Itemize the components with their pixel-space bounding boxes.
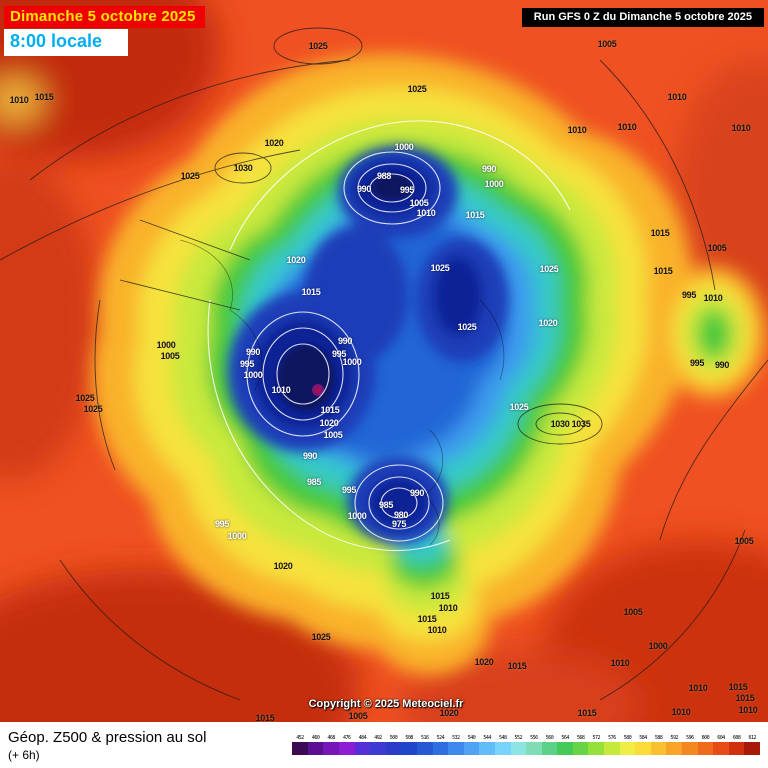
height-contours-black: [0, 27, 768, 701]
map-image[interactable]: [0, 0, 768, 722]
legend-cell: 584: [635, 735, 651, 755]
legend-cell: 508: [401, 735, 417, 755]
legend-cell: 476: [338, 735, 355, 755]
legend-cell: 596: [682, 735, 698, 755]
date-banner: Dimanche 5 octobre 2025: [4, 6, 205, 28]
legend-cell: 608: [728, 735, 745, 755]
legend-cell: 604: [713, 735, 729, 755]
legend-cell: 612: [744, 735, 760, 755]
legend-cell: 500: [385, 735, 402, 755]
legend-cell: 600: [697, 735, 714, 755]
warm-anomaly-shading: [0, 0, 768, 722]
coastline-lines: [179, 239, 505, 546]
legend-cell: 592: [666, 735, 683, 755]
model-run-text: Run GFS 0 Z du Dimanche 5 octobre 2025: [533, 11, 752, 23]
legend-cell: 460: [307, 735, 324, 755]
local-time-text: 8:00 locale: [10, 31, 103, 51]
footer-bar: Géop. Z500 & pression au sol (+ 6h) 452 4…: [0, 722, 768, 768]
legend-cell: 568: [572, 735, 589, 755]
map-title: Géop. Z500 & pression au sol: [8, 728, 207, 746]
legend-cell: 452: [292, 735, 308, 755]
legend-cell: 572: [588, 735, 605, 755]
legend-cell: 544: [479, 735, 495, 755]
legend-cell: 556: [526, 735, 542, 755]
legend-cell: 484: [354, 735, 371, 755]
legend-cell: 524: [432, 735, 449, 755]
legend-cell: 548: [494, 735, 511, 755]
legend-cell: 552: [510, 735, 527, 755]
legend-cell: 492: [370, 735, 386, 755]
legend-cell: 564: [557, 735, 573, 755]
legend-cell: 560: [541, 735, 558, 755]
legend-cell: 468: [323, 735, 339, 755]
legend-cell: 540: [463, 735, 480, 755]
model-run-banner: Run GFS 0 Z du Dimanche 5 octobre 2025: [521, 8, 764, 27]
local-time-banner: 8:00 locale: [4, 29, 129, 56]
isobar-contours-white: [207, 120, 571, 551]
copyright-text: Copyright © 2025 Meteociel.fr: [308, 698, 464, 710]
legend-cell: 576: [604, 735, 620, 755]
legend-cell: 532: [448, 735, 464, 755]
legend-cell: 516: [416, 735, 433, 755]
legend-scale: 452 460 468 476 484 492 500 508 516 524 532 540 544 5…: [292, 735, 760, 755]
map-forecast-hour: (+ 6h): [8, 747, 40, 762]
vortex-minimum-dot: [312, 384, 324, 396]
legend-cell: 580: [619, 735, 636, 755]
date-text: Dimanche 5 octobre 2025: [10, 8, 196, 25]
legend-cell: 588: [650, 735, 667, 755]
footer-caption: Géop. Z500 & pression au sol (+ 6h): [8, 729, 206, 762]
